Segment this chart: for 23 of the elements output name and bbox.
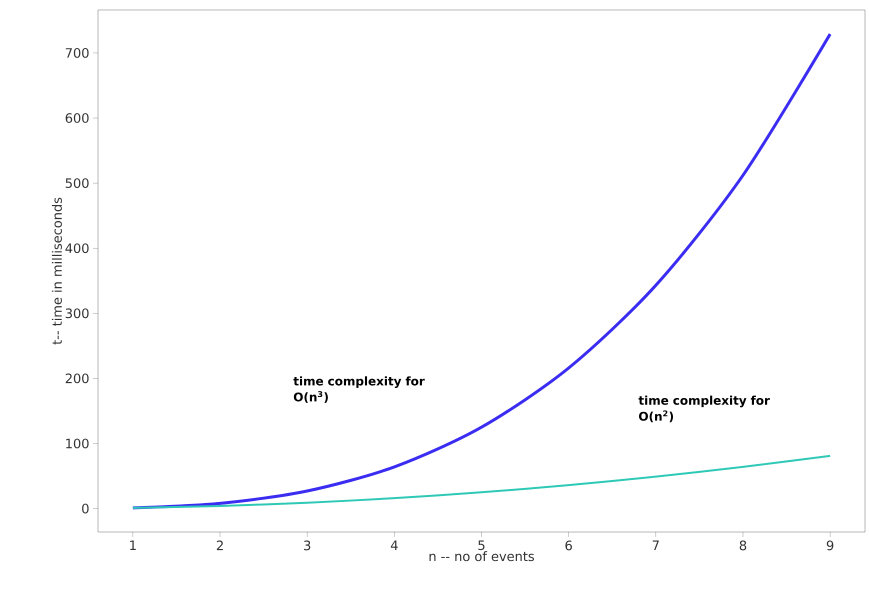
annotation: time complexity for O(n$^{2}$) bbox=[638, 396, 770, 422]
y-tick-label: 0 bbox=[82, 504, 89, 514]
y-tick-label: 300 bbox=[66, 308, 89, 318]
x-tick-label: 7 bbox=[652, 540, 659, 550]
x-tick-label: 6 bbox=[565, 540, 572, 550]
x-tick-label: 2 bbox=[216, 540, 223, 550]
y-tick-label: 700 bbox=[66, 48, 89, 58]
y-tick-label: 200 bbox=[66, 373, 89, 384]
y-tick-label: 600 bbox=[66, 113, 89, 123]
x-axis-title: n -- no of events bbox=[430, 551, 534, 562]
y-tick-label: 500 bbox=[66, 178, 89, 188]
x-tick-label: 3 bbox=[304, 540, 310, 550]
x-tick-label: 9 bbox=[826, 540, 834, 550]
line-series bbox=[132, 454, 832, 509]
y-axis-title: t-- time in milliseconds bbox=[52, 198, 62, 345]
line-series bbox=[131, 32, 832, 510]
x-tick-label: 5 bbox=[478, 540, 484, 550]
x-tick-label: 1 bbox=[130, 540, 136, 550]
y-tick-label: 400 bbox=[65, 243, 89, 254]
x-tick-label: 8 bbox=[740, 540, 746, 550]
x-tick-label: 4 bbox=[390, 540, 398, 550]
y-tick-label: 100 bbox=[66, 438, 89, 448]
annotation: time complexity for O(n$^{3}$) bbox=[293, 376, 425, 403]
